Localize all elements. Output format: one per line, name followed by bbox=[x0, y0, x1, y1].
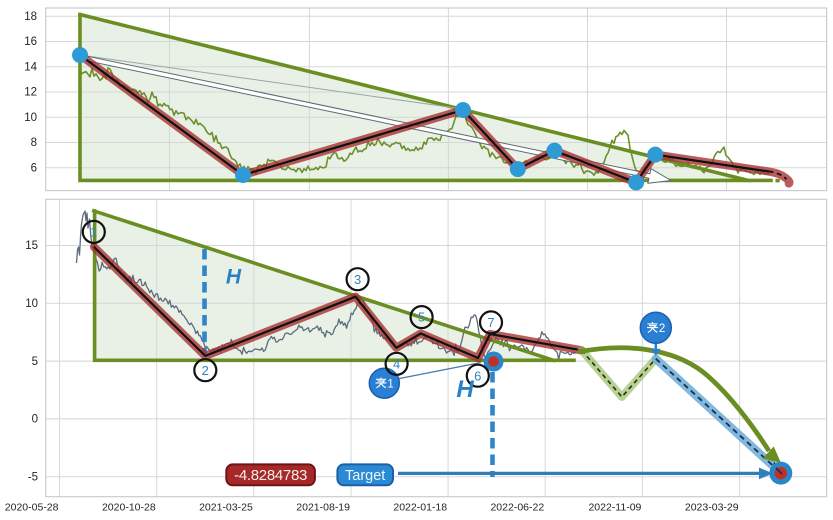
svg-text:H: H bbox=[456, 376, 474, 403]
svg-text:18: 18 bbox=[24, 11, 37, 23]
svg-text:14: 14 bbox=[24, 61, 37, 73]
svg-text:H: H bbox=[226, 266, 242, 289]
svg-text:5: 5 bbox=[32, 356, 38, 368]
svg-text:7: 7 bbox=[487, 315, 494, 330]
svg-text:2022-06-22: 2022-06-22 bbox=[490, 502, 544, 514]
svg-text:-4.8284783: -4.8284783 bbox=[234, 467, 307, 484]
svg-text:6: 6 bbox=[474, 368, 481, 383]
svg-text:10: 10 bbox=[24, 112, 37, 124]
svg-text:10: 10 bbox=[25, 298, 38, 310]
svg-text:2021-08-19: 2021-08-19 bbox=[296, 502, 350, 514]
svg-text:6: 6 bbox=[31, 163, 37, 175]
svg-text:2: 2 bbox=[202, 363, 209, 378]
svg-text:2021-03-25: 2021-03-25 bbox=[199, 502, 253, 514]
svg-text:1: 1 bbox=[387, 378, 393, 390]
svg-text:0: 0 bbox=[32, 414, 38, 426]
svg-text:2020-05-28: 2020-05-28 bbox=[5, 502, 59, 514]
svg-text:-5: -5 bbox=[28, 471, 38, 483]
svg-text:Target: Target bbox=[345, 468, 385, 484]
svg-text:16: 16 bbox=[24, 36, 37, 48]
svg-text:2020-10-28: 2020-10-28 bbox=[102, 502, 156, 514]
svg-text:12: 12 bbox=[24, 87, 37, 99]
svg-text:2022-01-18: 2022-01-18 bbox=[393, 502, 447, 514]
svg-text:5: 5 bbox=[418, 310, 425, 325]
svg-text:2022-11-09: 2022-11-09 bbox=[588, 502, 641, 514]
svg-text:1: 1 bbox=[90, 225, 97, 240]
svg-text:2: 2 bbox=[659, 323, 665, 335]
svg-text:15: 15 bbox=[25, 240, 38, 252]
svg-text:3: 3 bbox=[354, 272, 361, 287]
svg-text:2023-03-29: 2023-03-29 bbox=[685, 502, 739, 514]
svg-text:8: 8 bbox=[31, 137, 37, 149]
svg-text:4: 4 bbox=[393, 356, 400, 371]
